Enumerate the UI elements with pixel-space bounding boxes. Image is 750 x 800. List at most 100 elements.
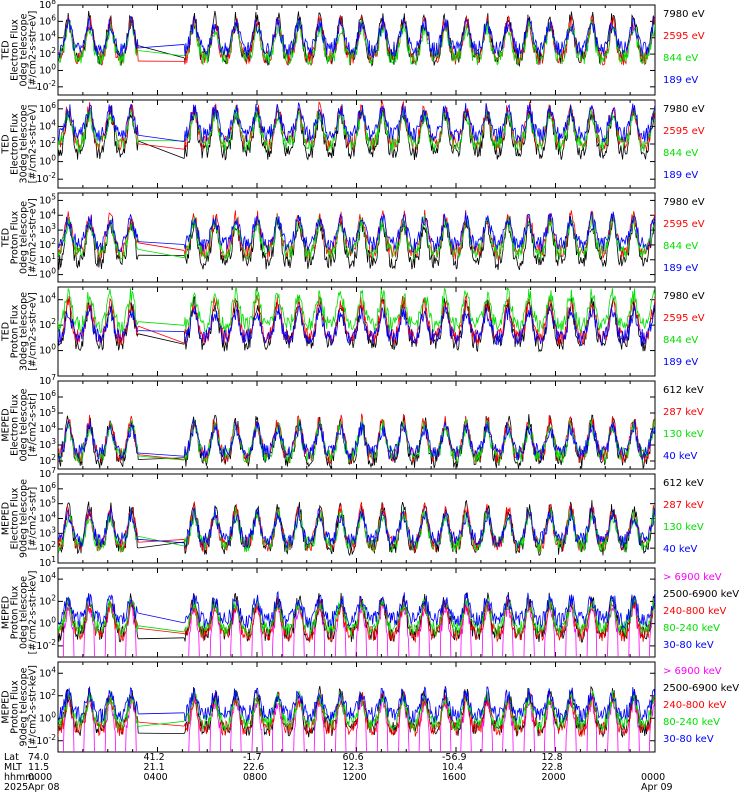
legend-label: 240-800 keV (663, 606, 727, 617)
y-tick-label: 104 (39, 571, 56, 585)
gap-connector (138, 248, 185, 259)
x-tick-date: Apr 09 (641, 782, 673, 793)
y-axis-title-line: [#/cm2-s-str-eV] (28, 11, 39, 90)
legend-label: 130 keV (663, 429, 704, 440)
legend-label: 2595 eV (663, 313, 705, 324)
y-axis-title-line: [#/cm2-s-str] (28, 393, 39, 456)
y-tick-label: 100 (39, 343, 56, 357)
y-axis-title-line: 30deg telescope (19, 104, 30, 183)
y-tick-label: 101 (39, 555, 56, 569)
gap-connector (138, 732, 185, 735)
series-group (58, 10, 655, 68)
x-tick-mlt: 11.5 (28, 762, 49, 773)
y-tick-label: 104 (39, 421, 56, 435)
y-tick-label: 102 (39, 453, 56, 467)
legend-label: 80-240 keV (663, 717, 720, 728)
series-line (58, 18, 139, 66)
y-axis-title-line: [#/cm2-s-str-keV] (28, 571, 39, 655)
gap-connector (138, 321, 185, 326)
y-tick-label: 103 (39, 222, 56, 236)
y-tick-label: 10-2 (36, 733, 56, 747)
y-tick-label: 102 (39, 237, 56, 251)
gap-connector (138, 627, 185, 634)
legend-label: 2500-6900 keV (663, 683, 739, 694)
y-tick-label: 104 (39, 665, 56, 679)
series-line (188, 692, 655, 752)
series-line (184, 596, 655, 644)
y-axis-title: TEDProton Flux30deg telescope[#/cm2-s-st… (1, 292, 39, 371)
series-line (58, 16, 139, 57)
series-line (58, 508, 139, 553)
y-tick-label: 100 (39, 710, 56, 724)
y-axis-title-line: 0deg telescope (19, 13, 30, 86)
y-tick-label: 102 (39, 46, 56, 60)
legend-label: 612 keV (663, 385, 704, 396)
series-group (58, 590, 655, 657)
y-axis-title-line: Proton Flux (10, 304, 21, 358)
x-tick-lat: 41.2 (144, 752, 165, 763)
gap-connector (138, 452, 185, 457)
y-axis-title-line: [#/cm2-s-str-eV] (28, 105, 39, 184)
legend-label: 189 eV (663, 75, 698, 86)
series-group (58, 100, 655, 161)
y-tick-label: 102 (39, 593, 56, 607)
gap-connector (138, 330, 185, 333)
y-tick-label: 105 (39, 405, 56, 419)
series-line (58, 305, 139, 344)
series-line (58, 597, 139, 637)
y-axis-title-line: TED (1, 134, 12, 154)
legend-label: 30-80 keV (663, 640, 714, 651)
x-tick-mlt: 22.6 (243, 762, 264, 773)
legend-label: 30-80 keV (663, 734, 714, 745)
legend-label: 844 eV (663, 53, 698, 64)
gap-connector (138, 241, 185, 245)
series-line (58, 104, 139, 142)
legend-label: > 6900 keV (663, 666, 722, 677)
legend-label: 7980 eV (663, 9, 705, 20)
y-axis-title-line: Electron Flux (10, 19, 21, 81)
x-tick-lat: -56.9 (442, 752, 467, 763)
gap-connector (138, 242, 185, 251)
y-tick-label: 104 (39, 30, 56, 44)
y-axis-title: TEDProton Flux0deg telescope[#/cm2-s-str… (1, 198, 39, 277)
y-tick-label: 107 (39, 466, 56, 480)
y-tick-label: 106 (39, 101, 56, 115)
x-tick-mlt: 21.1 (144, 762, 165, 773)
gap-connector (138, 325, 185, 344)
gap-connector (138, 140, 185, 159)
y-axis-title: MEPEDElectron Flux90deg telescope[#/cm2-… (1, 479, 39, 558)
y-tick-label: 101 (39, 252, 56, 266)
legend-label: 189 eV (663, 357, 698, 368)
y-tick-label: 103 (39, 437, 56, 451)
y-tick-label: 102 (39, 317, 56, 331)
legend-label: 2595 eV (663, 219, 705, 230)
y-axis-title-line: Proton Flux (10, 210, 21, 264)
series-line (183, 102, 655, 144)
x-tick-mlt: 10.4 (442, 762, 463, 773)
series-line (183, 213, 655, 261)
y-axis-title-line: 90deg telescope (19, 479, 30, 558)
series-line (58, 593, 139, 628)
gap-connector (138, 541, 185, 549)
gap-connector (138, 333, 185, 345)
gap-connector (138, 455, 185, 461)
panel-frame (57, 473, 656, 564)
y-tick-label: 106 (39, 481, 56, 495)
x-axis-row-label: Lat (4, 752, 19, 763)
y-axis-title-line: MEPED (1, 596, 12, 629)
y-tick-label: 108 (39, 0, 56, 11)
series-line (58, 414, 139, 463)
legend-label: > 6900 keV (663, 572, 722, 583)
y-axis-title-line: 0deg telescope (19, 576, 30, 649)
gap-connector (138, 637, 185, 640)
y-axis-title-line: MEPED (1, 502, 12, 535)
x-tick-hhmm: 0000 (28, 772, 52, 783)
y-tick-label: 104 (39, 118, 56, 132)
legend-label: 2500-6900 keV (663, 589, 739, 600)
legend-label: 2595 eV (663, 126, 705, 137)
y-axis-title: TEDElectron Flux0deg telescope[#/cm2-s-s… (1, 11, 39, 90)
